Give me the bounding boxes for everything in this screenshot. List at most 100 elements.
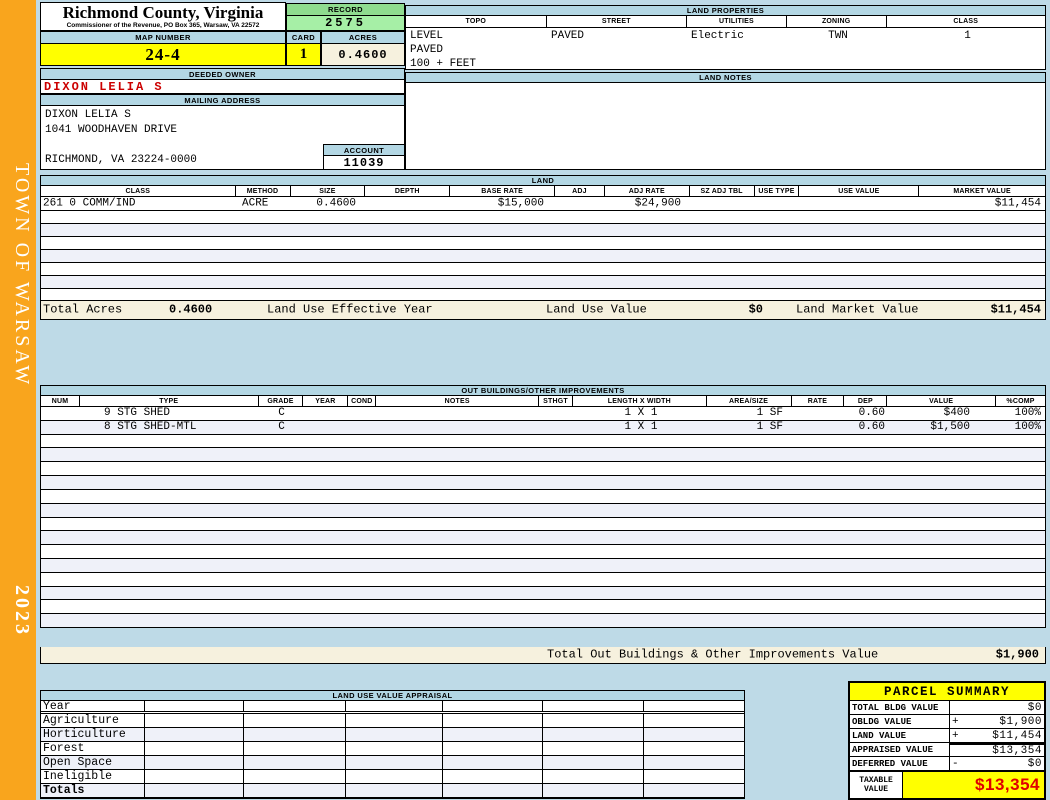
out-header--comp: %COMP [1006, 397, 1035, 405]
cell-value: 0.60 [858, 421, 885, 434]
land-use-appraisal-title: LAND USE VALUE APPRAISAL [40, 690, 745, 701]
account-label: ACCOUNT [323, 144, 405, 156]
land-table-empty-row [41, 249, 1045, 262]
appraisal-row-horticulture: Horticulture [41, 728, 744, 742]
cell-value: $15,000 [497, 197, 544, 209]
card-label: CARD [286, 31, 321, 44]
appraisal-row-agriculture: Agriculture [41, 714, 744, 728]
out-buildings-row: 9 STG SHED C 1 X 1 1 SF 0.60 $400 100% [41, 407, 1045, 420]
appraisal-cell [145, 728, 245, 741]
land-header-method: METHOD [236, 186, 291, 196]
out-header-grade: GRADE [259, 396, 304, 406]
appraisal-row-ineligible: Ineligible [41, 770, 744, 784]
land-header-sz-adj-tbl: SZ ADJ TBL [690, 186, 755, 196]
parcel-summary-row-appraised-value: APPRAISED VALUE $13,354 [850, 743, 1044, 757]
out-buildings-empty-row [41, 516, 1045, 531]
parcel-summary-title: PARCEL SUMMARY [850, 683, 1044, 701]
cell-value: ACRE [242, 197, 269, 209]
parcel-row-label: LAND VALUE [850, 729, 950, 742]
out-header-sthgt: STHGT [539, 396, 573, 406]
out-buildings-total-value: $1,900 [995, 647, 1039, 662]
mailing-address-line: DIXON LELIA S [45, 109, 131, 121]
appraisal-cell [244, 714, 347, 727]
cell-value: $11,454 [994, 197, 1041, 209]
appraisal-cell [644, 728, 744, 741]
land-header-use-type: USE TYPE [755, 186, 800, 196]
appraisal-cell [644, 742, 744, 755]
parcel-row-value: $13,354 [950, 743, 1044, 757]
land-table-row: 261 0 COMM/IND ACRE 0.4600 $15,000 $24,900 $1… [41, 197, 1045, 210]
zoning-value: TWN [828, 30, 848, 42]
land-header-base-rate: BASE RATE [450, 186, 555, 196]
parcel-summary: PARCEL SUMMARY TOTAL BLDG VALUE $0 OBLDG V… [848, 681, 1046, 800]
parcel-summary-row-obldg-value: OBLDG VALUE + $1,900 [850, 715, 1044, 729]
land-header-depth: DEPTH [365, 186, 451, 196]
land-use-appraisal-table: Year Agriculture Horticulture Forest Open Sp… [40, 700, 745, 799]
appraisal-cell [244, 728, 347, 741]
parcel-row-label: OBLDG VALUE [850, 715, 950, 728]
land-notes-box [405, 83, 1046, 170]
utilities-value: Electric [691, 30, 744, 42]
appraisal-row-label: Year [41, 700, 145, 713]
land-totals-row: Total Acres 0.4600 Land Use Effective Ye… [40, 301, 1046, 320]
appraisal-cell [543, 784, 645, 797]
mailing-address-label: MAILING ADDRESS [40, 94, 405, 106]
class-value: 1 [964, 30, 971, 42]
out-buildings-empty-row [41, 585, 1045, 600]
lp-header-utilities: UTILITIES [687, 16, 787, 27]
land-header-adj-rate: ADJ RATE [605, 186, 690, 196]
cell-value: 100% [1014, 421, 1041, 434]
lp-header-topo: TOPO [406, 16, 547, 27]
appraisal-row-label: Open Space [41, 756, 145, 769]
land-properties-title: LAND PROPERTIES [405, 5, 1046, 16]
deeded-owner-label: DEEDED OWNER [40, 68, 405, 80]
appraisal-cell [145, 784, 245, 797]
map-number-value: 24-4 [40, 44, 286, 66]
appraisal-cell [443, 770, 543, 783]
parcel-row-value: - $0 [950, 757, 1044, 770]
land-table-empty-row [41, 210, 1045, 223]
appraisal-cell [145, 756, 245, 769]
appraisal-cell [543, 714, 645, 727]
appraisal-cell [244, 770, 347, 783]
land-table-empty-row [41, 288, 1045, 301]
appraisal-cell [346, 784, 443, 797]
record-number: 2575 [286, 16, 405, 31]
land-properties-headers: TOPO STREET UTILITIES ZONING CLASS [405, 16, 1046, 28]
land-header-adj: ADJ [555, 186, 605, 196]
out-buildings-empty-row [41, 502, 1045, 517]
sidebar-town-name: TOWN OF WARSAW [11, 163, 33, 388]
total-acres-label: Total Acres [43, 302, 123, 317]
parcel-row-operator: + [952, 729, 959, 742]
appraisal-cell [244, 756, 347, 769]
cell-value: 8 STG SHED-MTL [104, 421, 197, 434]
cell-value: 9 STG SHED [104, 407, 171, 420]
parcel-row-label: APPRAISED VALUE [850, 743, 950, 756]
land-use-value: $0 [748, 302, 763, 317]
out-buildings-title: OUT BUILDINGS/OTHER IMPROVEMENTS [40, 385, 1046, 396]
land-header-size: SIZE [291, 186, 366, 196]
appraisal-cell [543, 756, 645, 769]
land-table-empty-row [41, 223, 1045, 236]
appraisal-cell [543, 742, 645, 755]
lp-header-class: CLASS [953, 18, 979, 25]
parcel-row-value: + $1,900 [950, 715, 1044, 728]
total-acres-value: 0.4600 [169, 302, 213, 317]
appraisal-row-label: Horticulture [41, 728, 145, 741]
cell-value: 100% [1014, 407, 1041, 420]
out-buildings-total-label: Total Out Buildings & Other Improvements… [547, 647, 879, 662]
parcel-row-amount: $1,900 [999, 715, 1042, 728]
out-buildings-empty-row [41, 461, 1045, 475]
land-header-market-value: MARKET VALUE [953, 187, 1011, 195]
mailing-address-line: RICHMOND, VA 23224-0000 [45, 154, 197, 166]
appraisal-cell [244, 742, 347, 755]
taxable-value-amount: $13,354 [903, 772, 1044, 798]
appraisal-cell [346, 701, 443, 711]
appraisal-cell [346, 728, 443, 741]
mailing-address-box: DIXON LELIA S 1041 WOODHAVEN DRIVE RICHMO… [40, 106, 405, 170]
topo-value: LEVEL PAVED 100 + FEET [410, 29, 476, 71]
card-value: 1 [286, 44, 321, 66]
land-table-empty-row [41, 275, 1045, 288]
land-table-empty-row [41, 262, 1045, 275]
taxable-value-row: TAXABLE VALUE $13,354 [850, 771, 1044, 798]
